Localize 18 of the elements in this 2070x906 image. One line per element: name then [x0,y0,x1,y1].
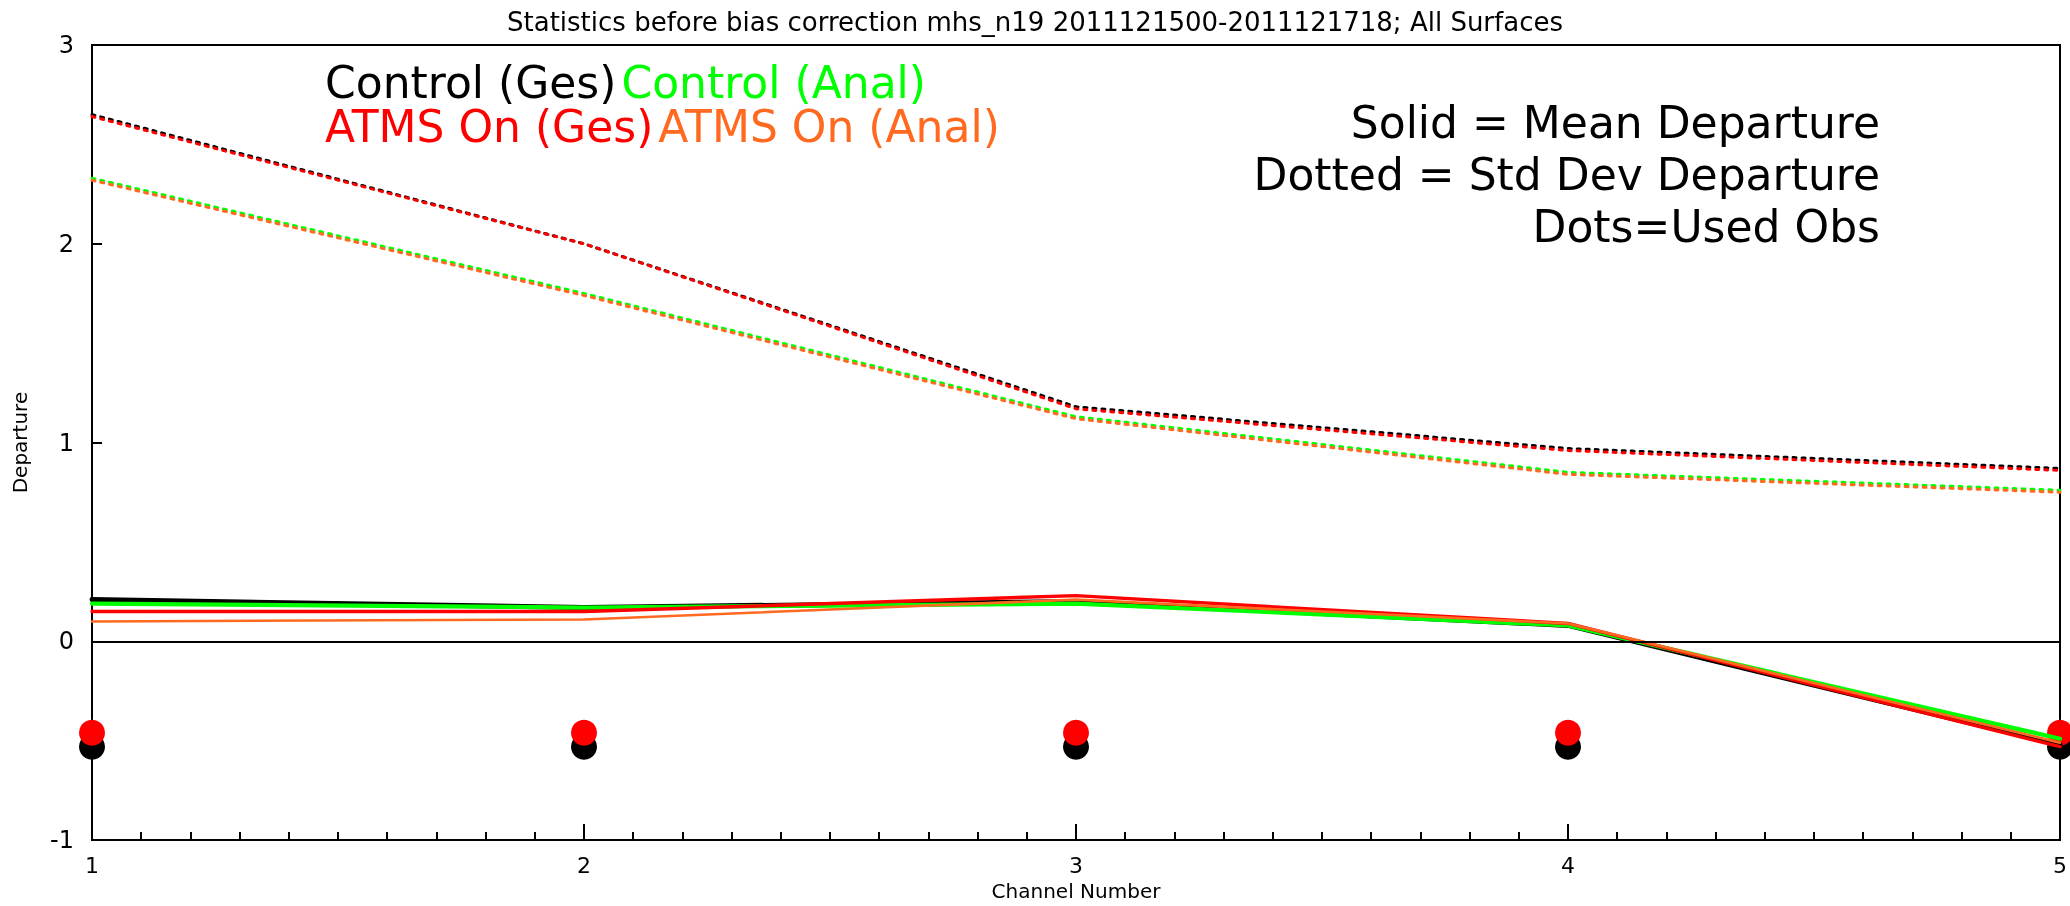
y-tick-label: -1 [50,826,74,855]
x-tick-label: 1 [85,852,99,878]
x-tick-label: 4 [1561,852,1575,878]
x-axis-title: Channel Number [991,879,1162,903]
y-tick-label: 1 [58,428,74,457]
text: Control (Ges) [325,56,617,108]
y-tick-label: 0 [58,627,74,656]
y-tick-label: 2 [58,229,74,258]
text: Control (Anal) [621,56,926,108]
annotation: Dots=Used Obs [1532,200,1881,252]
y-axis-title: Departure [8,391,32,494]
x-tick-label: 2 [577,852,591,878]
annotation: Dotted = Std Dev Departure [1253,148,1880,200]
x-tick-label: 5 [2053,852,2067,878]
chart-title: Statistics before bias correction mhs_n19 2011121500-2011121718; All Surfaces [507,7,1563,37]
x-tick-label: 3 [1069,852,1083,878]
y-tick-label: 3 [58,31,74,59]
annotation: Solid = Mean Departure [1350,96,1880,148]
